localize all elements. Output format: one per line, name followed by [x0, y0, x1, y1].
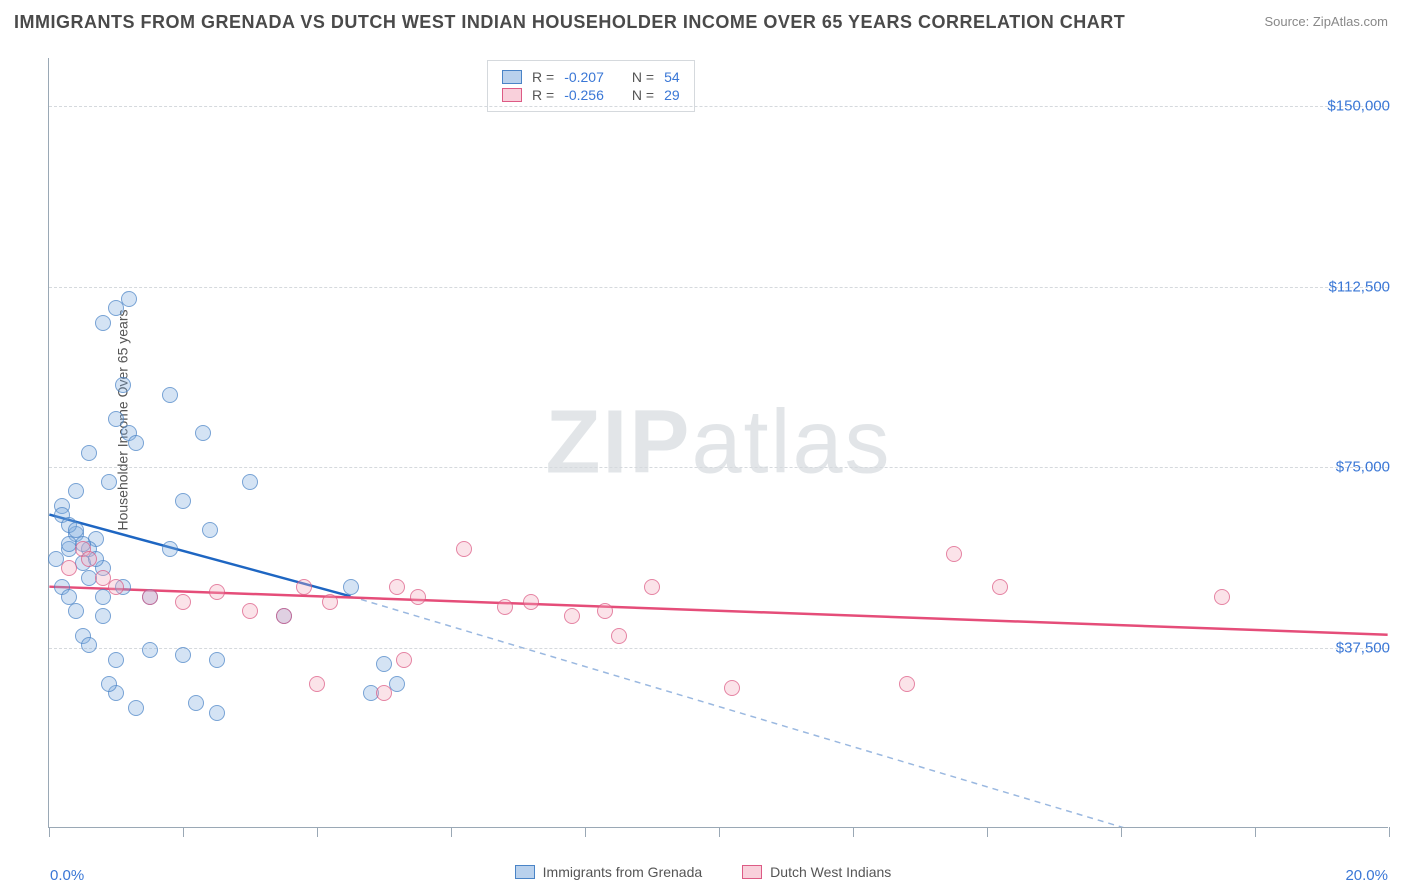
data-point — [209, 705, 225, 721]
data-point — [523, 594, 539, 610]
data-point — [81, 445, 97, 461]
data-point — [389, 579, 405, 595]
data-point — [115, 377, 131, 393]
data-point — [162, 541, 178, 557]
data-point — [611, 628, 627, 644]
legend-label: Immigrants from Grenada — [543, 864, 703, 880]
y-tick-label: $37,500 — [1336, 639, 1390, 656]
data-point — [195, 425, 211, 441]
legend-label: Dutch West Indians — [770, 864, 891, 880]
data-point — [108, 652, 124, 668]
x-tick — [317, 827, 318, 837]
gridline — [49, 106, 1388, 107]
legend-item: Immigrants from Grenada — [515, 864, 703, 880]
x-tick — [987, 827, 988, 837]
data-point — [296, 579, 312, 595]
swatch-pink — [502, 88, 522, 102]
legend-item: Dutch West Indians — [742, 864, 891, 880]
correlation-legend: R = -0.207 N = 54 R = -0.256 N = 29 — [487, 60, 695, 112]
data-point — [202, 522, 218, 538]
data-point — [95, 608, 111, 624]
data-point — [242, 603, 258, 619]
data-point — [497, 599, 513, 615]
data-point — [162, 387, 178, 403]
data-point — [121, 291, 137, 307]
data-point — [644, 579, 660, 595]
scatter-plot-area: ZIPatlas R = -0.207 N = 54 R = -0.256 N … — [48, 58, 1388, 828]
x-tick — [1121, 827, 1122, 837]
x-tick — [585, 827, 586, 837]
source-attribution: Source: ZipAtlas.com — [1264, 14, 1388, 29]
x-tick — [49, 827, 50, 837]
gridline — [49, 287, 1388, 288]
chart-title: IMMIGRANTS FROM GRENADA VS DUTCH WEST IN… — [14, 12, 1125, 33]
data-point — [564, 608, 580, 624]
data-point — [68, 483, 84, 499]
trend-lines — [49, 58, 1388, 827]
data-point — [376, 685, 392, 701]
data-point — [81, 637, 97, 653]
data-point — [95, 589, 111, 605]
series-legend: Immigrants from Grenada Dutch West India… — [0, 864, 1406, 880]
swatch-blue — [515, 865, 535, 879]
data-point — [343, 579, 359, 595]
data-point — [101, 676, 117, 692]
data-point — [209, 584, 225, 600]
watermark: ZIPatlas — [545, 391, 891, 494]
data-point — [389, 676, 405, 692]
data-point — [128, 435, 144, 451]
data-point — [61, 560, 77, 576]
data-point — [108, 411, 124, 427]
data-point — [899, 676, 915, 692]
data-point — [175, 594, 191, 610]
x-tick — [853, 827, 854, 837]
gridline — [49, 648, 1388, 649]
legend-row: R = -0.207 N = 54 — [502, 69, 680, 85]
y-tick-label: $150,000 — [1327, 98, 1390, 115]
y-tick-label: $75,000 — [1336, 459, 1390, 476]
x-tick — [1255, 827, 1256, 837]
x-tick — [719, 827, 720, 837]
data-point — [188, 695, 204, 711]
data-point — [309, 676, 325, 692]
swatch-pink — [742, 865, 762, 879]
data-point — [992, 579, 1008, 595]
x-tick — [1389, 827, 1390, 837]
legend-row: R = -0.256 N = 29 — [502, 87, 680, 103]
data-point — [175, 647, 191, 663]
data-point — [724, 680, 740, 696]
data-point — [209, 652, 225, 668]
data-point — [175, 493, 191, 509]
data-point — [597, 603, 613, 619]
data-point — [242, 474, 258, 490]
data-point — [396, 652, 412, 668]
data-point — [946, 546, 962, 562]
data-point — [95, 315, 111, 331]
data-point — [142, 642, 158, 658]
data-point — [410, 589, 426, 605]
data-point — [322, 594, 338, 610]
data-point — [1214, 589, 1230, 605]
data-point — [101, 474, 117, 490]
data-point — [61, 589, 77, 605]
x-tick — [451, 827, 452, 837]
swatch-blue — [502, 70, 522, 84]
y-tick-label: $112,500 — [1329, 278, 1390, 295]
data-point — [128, 700, 144, 716]
data-point — [142, 589, 158, 605]
data-point — [276, 608, 292, 624]
data-point — [68, 603, 84, 619]
gridline — [49, 467, 1388, 468]
x-tick — [183, 827, 184, 837]
data-point — [456, 541, 472, 557]
data-point — [376, 656, 392, 672]
data-point — [81, 551, 97, 567]
